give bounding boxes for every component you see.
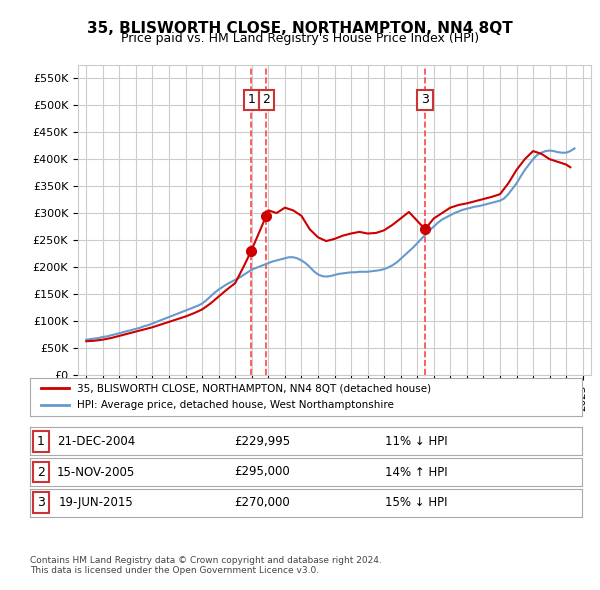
Text: 2: 2: [37, 466, 45, 478]
Text: 2: 2: [262, 93, 270, 106]
Text: 19-JUN-2015: 19-JUN-2015: [59, 496, 134, 509]
Text: £270,000: £270,000: [234, 496, 290, 509]
Text: 35, BLISWORTH CLOSE, NORTHAMPTON, NN4 8QT: 35, BLISWORTH CLOSE, NORTHAMPTON, NN4 8Q…: [87, 21, 513, 35]
Text: 1: 1: [247, 93, 255, 106]
Text: 3: 3: [37, 496, 45, 509]
Text: This data is licensed under the Open Government Licence v3.0.: This data is licensed under the Open Gov…: [30, 566, 319, 575]
Text: 11% ↓ HPI: 11% ↓ HPI: [385, 435, 448, 448]
Text: 21-DEC-2004: 21-DEC-2004: [57, 435, 136, 448]
Text: 1: 1: [37, 435, 45, 448]
Text: £295,000: £295,000: [234, 466, 290, 478]
Text: HPI: Average price, detached house, West Northamptonshire: HPI: Average price, detached house, West…: [77, 400, 394, 410]
Text: 15% ↓ HPI: 15% ↓ HPI: [385, 496, 448, 509]
Text: 35, BLISWORTH CLOSE, NORTHAMPTON, NN4 8QT (detached house): 35, BLISWORTH CLOSE, NORTHAMPTON, NN4 8Q…: [77, 384, 431, 394]
Text: Contains HM Land Registry data © Crown copyright and database right 2024.: Contains HM Land Registry data © Crown c…: [30, 556, 382, 565]
Text: 3: 3: [421, 93, 429, 106]
Text: Price paid vs. HM Land Registry's House Price Index (HPI): Price paid vs. HM Land Registry's House …: [121, 32, 479, 45]
Text: 14% ↑ HPI: 14% ↑ HPI: [385, 466, 448, 478]
Text: £229,995: £229,995: [234, 435, 290, 448]
Text: 15-NOV-2005: 15-NOV-2005: [57, 466, 136, 478]
